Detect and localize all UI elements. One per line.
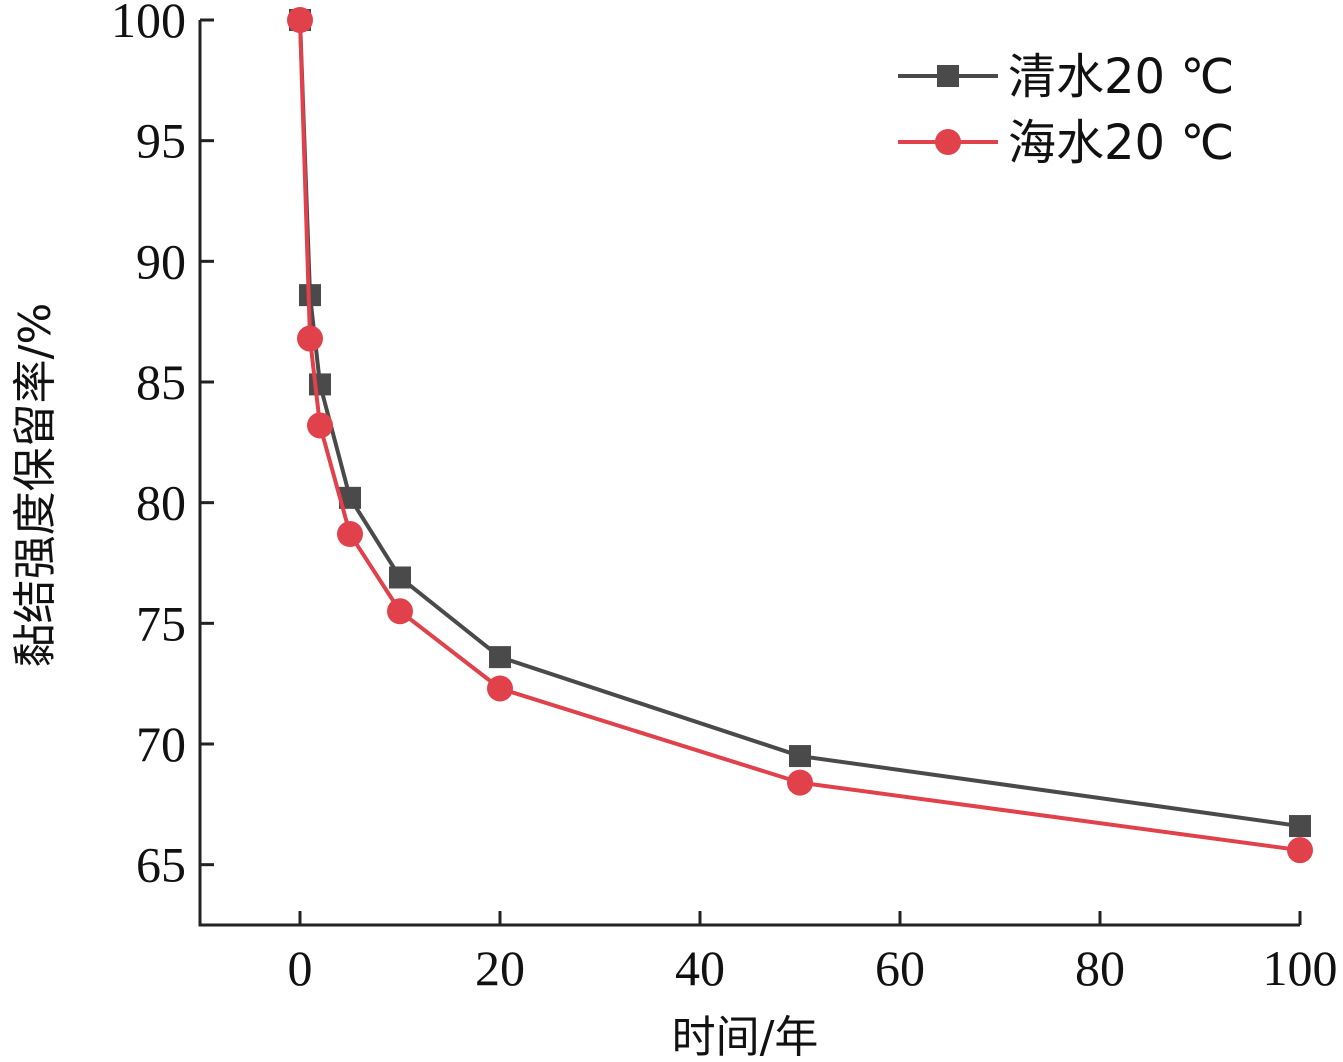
data-point <box>339 486 361 509</box>
legend-marker <box>937 65 959 87</box>
data-point <box>307 412 333 439</box>
data-point <box>1289 815 1311 838</box>
data-point <box>287 7 313 33</box>
x-tick-label: 80 <box>1075 940 1125 996</box>
legend-entry: 海水20 ℃ <box>898 115 1234 171</box>
series-layer <box>287 7 1313 864</box>
x-tick-label: 0 <box>288 940 313 996</box>
data-point <box>487 675 513 702</box>
x-axis-title: 时间/年 <box>672 1012 819 1062</box>
y-tick-label: 75 <box>136 595 186 651</box>
x-tick-label: 60 <box>875 940 925 996</box>
series-line <box>298 19 1301 829</box>
data-point <box>337 521 363 548</box>
axes <box>198 20 1300 927</box>
data-point <box>387 598 413 625</box>
data-point <box>389 566 411 589</box>
ticks: 0 20 40 60 80 100 65 70 75 80 85 90 95 100 <box>111 0 1338 996</box>
y-tick-label: 90 <box>136 233 186 289</box>
legend-label: 海水20 ℃ <box>1008 115 1234 171</box>
data-point <box>1287 837 1313 864</box>
x-tick-label: 100 <box>1263 940 1338 996</box>
legend-entry: 清水20 ℃ <box>898 49 1234 105</box>
x-tick-label: 20 <box>475 940 525 996</box>
axis-frame <box>198 20 1300 927</box>
series-line <box>298 19 1301 853</box>
y-tick-label: 95 <box>136 113 186 169</box>
y-tick-label: 85 <box>136 354 186 410</box>
series-2 <box>287 7 1313 864</box>
legend: 清水20 ℃ 海水20 ℃ <box>898 49 1234 171</box>
x-tick-label: 40 <box>675 940 725 996</box>
y-axis-title: 黏结强度保留率/% <box>10 303 61 668</box>
y-tick-label: 65 <box>136 837 186 893</box>
data-point <box>297 325 323 352</box>
data-point <box>789 745 811 768</box>
legend-label: 清水20 ℃ <box>1008 49 1234 105</box>
data-point <box>787 769 813 796</box>
legend-marker <box>935 129 961 155</box>
y-tick-label: 80 <box>136 475 186 531</box>
series-1 <box>289 9 1311 838</box>
data-point <box>489 646 511 669</box>
data-point <box>309 373 331 396</box>
y-tick-label: 70 <box>136 716 186 772</box>
y-tick-label: 100 <box>111 0 186 48</box>
